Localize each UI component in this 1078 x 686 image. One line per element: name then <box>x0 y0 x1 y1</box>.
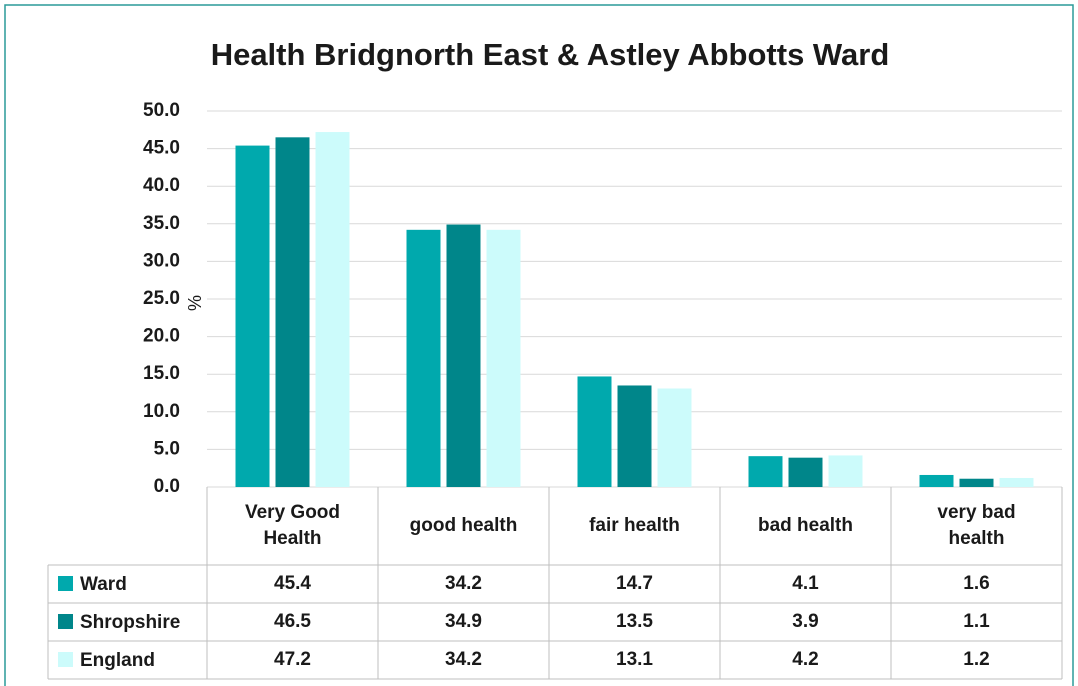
x-tick-label: very bad health <box>937 502 1016 549</box>
bar <box>446 224 481 487</box>
y-tick-label: 30.0 <box>143 250 180 271</box>
bar <box>919 474 954 487</box>
y-tick-label: 0.0 <box>154 476 180 497</box>
table-value-box: 4.2 <box>792 649 819 671</box>
table-value: 1.1 <box>963 611 990 633</box>
table-value: 4.2 <box>792 649 819 671</box>
table-value: 47.2 <box>274 649 311 671</box>
bar <box>657 388 692 487</box>
table-value: 14.7 <box>616 573 653 595</box>
table-value: 34.2 <box>445 573 482 595</box>
bar <box>235 145 270 488</box>
table-value: 45.4 <box>274 573 311 595</box>
table-value-box: 1.6 <box>963 573 990 595</box>
x-tick-label-box: good health <box>409 515 518 537</box>
bar <box>315 132 350 487</box>
legend-label: Ward <box>80 574 127 595</box>
table-value-box: 1.2 <box>963 649 990 671</box>
y-tick-label: 45.0 <box>143 138 180 159</box>
y-tick-label: 10.0 <box>143 401 180 422</box>
bar <box>617 385 652 487</box>
bar <box>748 456 783 487</box>
bar <box>486 229 521 488</box>
table-value: 46.5 <box>274 611 311 633</box>
bar <box>577 376 612 487</box>
table-value-box: 34.2 <box>445 649 482 671</box>
chart-title: Health Bridgnorth East & Astley Abbotts … <box>211 37 890 72</box>
x-tick-label-box: fair health <box>589 515 680 537</box>
table-value-box: 34.2 <box>445 573 482 595</box>
y-tick-label: 15.0 <box>143 363 180 384</box>
x-tick-label: bad health <box>757 515 853 537</box>
legend-label: Shropshire <box>80 612 180 633</box>
table-value-box: 46.5 <box>274 611 311 633</box>
bar <box>828 455 863 487</box>
table-value: 4.1 <box>792 573 819 595</box>
table-value-box: 3.9 <box>792 611 819 633</box>
y-tick-label: 25.0 <box>143 288 180 309</box>
x-tick-label: Very Good Health <box>244 502 341 549</box>
table-value: 34.9 <box>445 611 482 633</box>
x-tick-label: fair health <box>589 515 680 537</box>
bar <box>999 477 1034 487</box>
table-value: 13.1 <box>616 649 653 671</box>
table-value: 1.2 <box>963 649 990 671</box>
y-tick-label: 35.0 <box>143 213 180 234</box>
table-value-box: 4.1 <box>792 573 819 595</box>
table-value-box: 1.1 <box>963 611 990 633</box>
table-value: 34.2 <box>445 649 482 671</box>
y-axis-label: % <box>185 295 205 311</box>
table-value-box: 13.5 <box>616 611 653 633</box>
bar <box>788 457 823 487</box>
y-tick-label: 20.0 <box>143 326 180 347</box>
legend-label: England <box>80 650 155 671</box>
bar <box>406 229 441 488</box>
table-value: 13.5 <box>616 611 653 633</box>
table-value-box: 45.4 <box>274 573 311 595</box>
legend-key <box>58 652 73 667</box>
legend-key <box>58 614 73 629</box>
x-tick-label-box: bad health <box>757 515 853 537</box>
x-tick-label-box: Very Good Health <box>244 502 341 549</box>
legend-key <box>58 576 73 591</box>
y-tick-label: 5.0 <box>154 438 180 459</box>
table-value-box: 34.9 <box>445 611 482 633</box>
table-value: 1.6 <box>963 573 990 595</box>
x-tick-label-box: very bad health <box>937 502 1016 549</box>
y-tick-label: 40.0 <box>143 175 180 196</box>
table-value-box: 13.1 <box>616 649 653 671</box>
chart-frame <box>4 4 1074 686</box>
table-value-box: 47.2 <box>274 649 311 671</box>
bar <box>959 478 994 487</box>
table-value-box: 14.7 <box>616 573 653 595</box>
x-tick-label: good health <box>409 515 518 537</box>
y-tick-label: 50.0 <box>143 100 180 121</box>
bar <box>275 137 310 487</box>
table-value: 3.9 <box>792 611 819 633</box>
